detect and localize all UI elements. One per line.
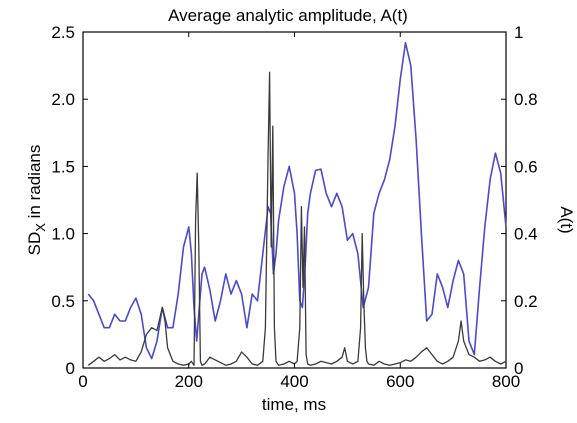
y-left-tick-label: 1.0 <box>51 225 75 244</box>
y-right-tick-label: 0.8 <box>514 90 538 109</box>
x-tick-label: 600 <box>386 372 414 391</box>
y-left-tick-label: 2.5 <box>51 23 75 42</box>
y-right-axis-ticks: 0 0.2 0.4 0.6 0.8 1 <box>501 23 538 378</box>
y-right-axis-label: A(t) <box>557 206 576 233</box>
y-right-tick-label: 0.2 <box>514 292 538 311</box>
series-layer <box>87 42 507 366</box>
y-left-tick-label: 0.5 <box>51 292 75 311</box>
series-line-0 <box>87 42 507 360</box>
y-left-tick-label: 0 <box>66 359 75 378</box>
x-axis-ticks: 0 200 400 600 800 <box>78 32 520 391</box>
series-line-1 <box>87 71 507 366</box>
y-right-tick-label: 0.6 <box>514 157 538 176</box>
x-tick-label: 800 <box>492 372 520 391</box>
y-left-label-sub: X <box>33 223 48 232</box>
y-left-tick-label: 1.5 <box>51 157 75 176</box>
y-right-tick-label: 0 <box>514 359 523 378</box>
y-right-tick-label: 0.4 <box>514 225 538 244</box>
x-tick-label: 0 <box>78 372 87 391</box>
x-tick-label: 200 <box>175 372 203 391</box>
y-left-label-main: SD <box>25 232 44 256</box>
y-left-label-rest: in radians <box>25 145 44 223</box>
x-axis-label: time, ms <box>262 395 326 414</box>
plot-area <box>82 31 507 369</box>
x-tick-label: 400 <box>280 372 308 391</box>
y-left-axis-ticks: 0 0.5 1.0 1.5 2.0 2.5 <box>51 23 88 378</box>
y-right-tick-label: 1 <box>514 23 523 42</box>
y-left-axis-label: SDX in radians <box>25 145 48 256</box>
chart-title: Average analytic amplitude, A(t) <box>168 6 408 25</box>
y-left-tick-label: 2.0 <box>51 90 75 109</box>
